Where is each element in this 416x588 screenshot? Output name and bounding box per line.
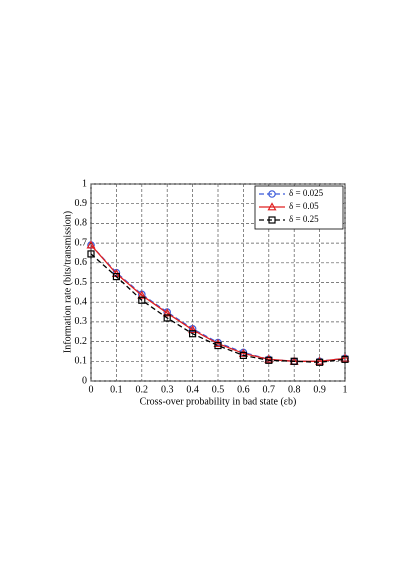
marker — [189, 330, 197, 338]
x-tick-label: 0 — [89, 384, 94, 395]
y-tick-label: 0.8 — [75, 218, 88, 229]
marker — [264, 354, 274, 363]
x-tick-label: 0.6 — [237, 384, 250, 395]
x-tick-label: 0.2 — [136, 384, 149, 395]
marker — [163, 314, 171, 322]
x-axis-label: Cross-over probability in bad state (εb) — [140, 396, 297, 407]
x-tick-label: 0.7 — [263, 384, 276, 395]
x-tick-label: 0.5 — [212, 384, 225, 395]
x-tick-label: 1 — [343, 384, 348, 395]
x-tick-label: 0.9 — [313, 384, 326, 395]
marker — [137, 290, 147, 299]
x-tick-label: 0.1 — [110, 384, 123, 395]
y-tick-label: 0.9 — [75, 198, 88, 209]
marker — [214, 341, 222, 350]
legend-label: δ = 0.25 — [289, 214, 319, 224]
x-tick-label: 0.3 — [161, 384, 174, 395]
marker — [188, 325, 198, 334]
legend-marker — [268, 216, 276, 224]
marker — [239, 351, 247, 359]
marker — [265, 356, 273, 364]
marker — [138, 296, 146, 304]
series-line — [90, 253, 346, 363]
y-tick-label: 0.6 — [75, 257, 88, 268]
marker — [213, 338, 223, 347]
y-axis-label: Information rate (bits/transmission) — [62, 211, 73, 353]
marker — [341, 355, 349, 363]
marker — [316, 358, 324, 366]
marker — [87, 250, 95, 258]
y-tick-label: 0.4 — [75, 296, 88, 307]
marker — [112, 272, 121, 281]
marker — [238, 348, 248, 357]
legend-marker — [267, 202, 277, 211]
y-tick-label: 0.5 — [75, 277, 88, 288]
x-tick-label: 0.4 — [186, 384, 199, 395]
legend-label: δ = 0.025 — [289, 188, 324, 198]
y-tick-label: 0.2 — [75, 336, 88, 347]
y-tick-label: 0 — [82, 375, 87, 386]
marker — [315, 356, 325, 365]
y-tick-label: 0.7 — [75, 237, 88, 248]
y-tick-label: 0.1 — [75, 356, 88, 367]
legend-label: δ = 0.05 — [289, 201, 319, 211]
marker — [290, 357, 298, 365]
legend-marker — [268, 190, 276, 198]
marker — [162, 308, 172, 317]
marker — [86, 240, 96, 249]
marker — [340, 353, 350, 362]
y-tick-label: 1 — [82, 178, 87, 189]
y-tick-label: 0.3 — [75, 316, 88, 327]
x-tick-label: 0.8 — [288, 384, 301, 395]
